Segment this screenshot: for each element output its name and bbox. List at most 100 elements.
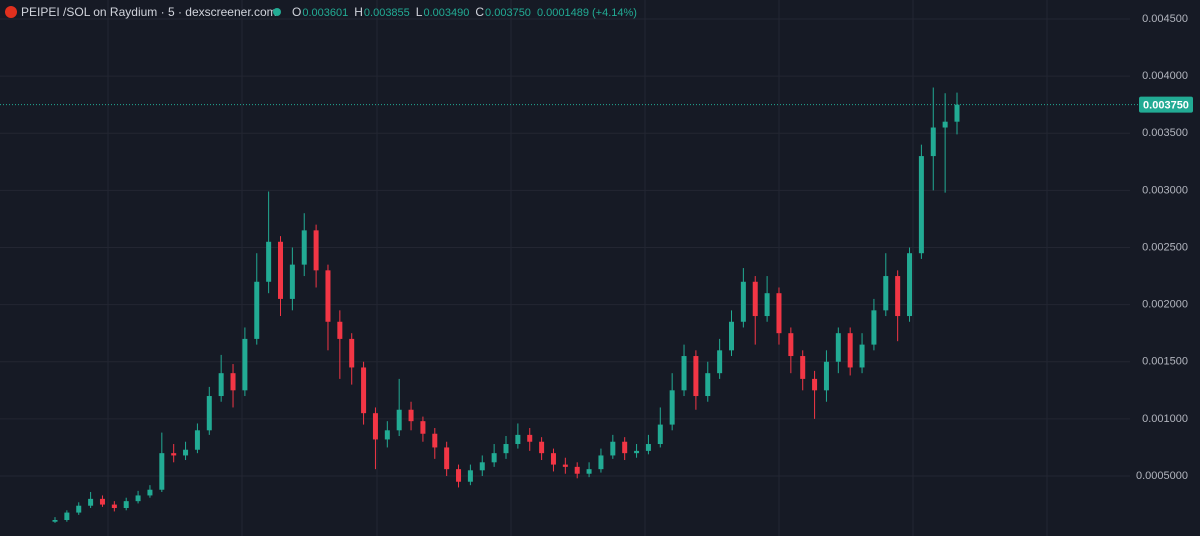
candle-body [456,469,462,482]
ohlc-label: H [354,5,363,19]
candle-body [515,434,521,445]
candle-body [634,450,640,454]
y-tick-label: 0.002000 [1142,299,1188,311]
candle-body [444,447,450,470]
last-price-label: 0.003750 [1143,100,1189,112]
ohlc-value: 0.003490 [423,7,469,19]
candle-body [800,356,806,379]
candle-body [586,469,592,474]
candle-body [230,373,236,391]
candle-body [550,453,556,465]
candle-body [242,338,248,391]
symbol-title: PEIPEI /SOL on Raydium · 5 · dexscreener… [21,5,277,19]
y-tick-label: 0.0005000 [1136,470,1188,482]
y-tick-label: 0.004500 [1142,13,1188,25]
candle-body [289,264,295,299]
candle-body [930,127,936,157]
status-dot [273,8,281,16]
candle-body [847,333,853,368]
candle-body [645,444,651,451]
candle-body [52,520,58,522]
candle-body [135,495,141,502]
candle-body [432,433,438,448]
candle-body [361,367,367,414]
candle-body [764,293,770,317]
candle-body [194,430,200,450]
candle-body [123,501,129,509]
candle-body [954,104,960,122]
ohlc-label: C [475,5,484,19]
candle-body [301,230,307,265]
candle-body [752,281,758,317]
candle-body [622,441,628,454]
candle-body [669,390,675,425]
candle-body [396,409,402,431]
candle-body [183,449,189,456]
candle-body [729,321,734,351]
candle-body [539,441,545,454]
candle-body [740,281,746,322]
candle-body [895,276,901,317]
candle-body [218,373,224,397]
candle-body [942,121,948,128]
candle-body [337,321,343,339]
candle-body [384,430,390,440]
candle-body [467,470,473,482]
candle-body [681,356,687,391]
y-tick-label: 0.001000 [1142,413,1188,425]
y-tick-label: 0.003500 [1142,127,1188,139]
candle-body [420,421,426,434]
candle-body [527,434,533,442]
candle-body [823,361,829,391]
candle-body [88,498,94,506]
candle-body [408,409,414,422]
y-tick-label: 0.004000 [1142,70,1188,82]
y-tick-label: 0.001500 [1142,356,1188,368]
candle-body [372,413,378,440]
ohlc-value: 0.003750 [485,7,531,19]
candle-body [788,333,794,357]
ohlc-label: O [292,5,301,19]
candle-body [693,356,699,397]
candle-body [349,338,355,368]
candle-body [883,276,889,311]
candle-body [278,241,283,299]
y-tick-label: 0.002500 [1142,241,1188,253]
candle-body [812,378,818,391]
candle-body [111,504,117,509]
candle-body [159,453,165,490]
candle-body [717,350,723,374]
candle-body [206,396,212,431]
candle-body [171,453,177,456]
token-icon [5,6,17,18]
candle-body [325,270,331,322]
candle-body [266,241,272,282]
y-tick-label: 0.003000 [1142,184,1188,196]
ohlc-value: 0.003601 [302,7,348,19]
candle-body [907,253,913,317]
candle-body [859,344,865,368]
candle-body [76,505,82,513]
last-price-tag [1139,96,1193,113]
candle-body [64,512,70,521]
candle-body [835,333,841,362]
candle-body [562,464,568,467]
candle-body [254,281,260,339]
candle-body [147,489,153,496]
candle-body [776,293,782,334]
candle-body [99,498,105,505]
legend-header: PEIPEI /SOL on Raydium · 5 · dexscreener… [5,5,637,19]
candle-body [479,462,485,471]
candle-body [598,455,604,470]
vertical-grid [107,0,1048,536]
candle-body [871,310,877,345]
candle-body [705,373,711,397]
candle-body [574,466,580,474]
candle-body [610,441,616,456]
ohlc-label: L [416,5,423,19]
candle-body [491,453,497,463]
candle-body [657,424,663,445]
candle-body [918,156,924,254]
